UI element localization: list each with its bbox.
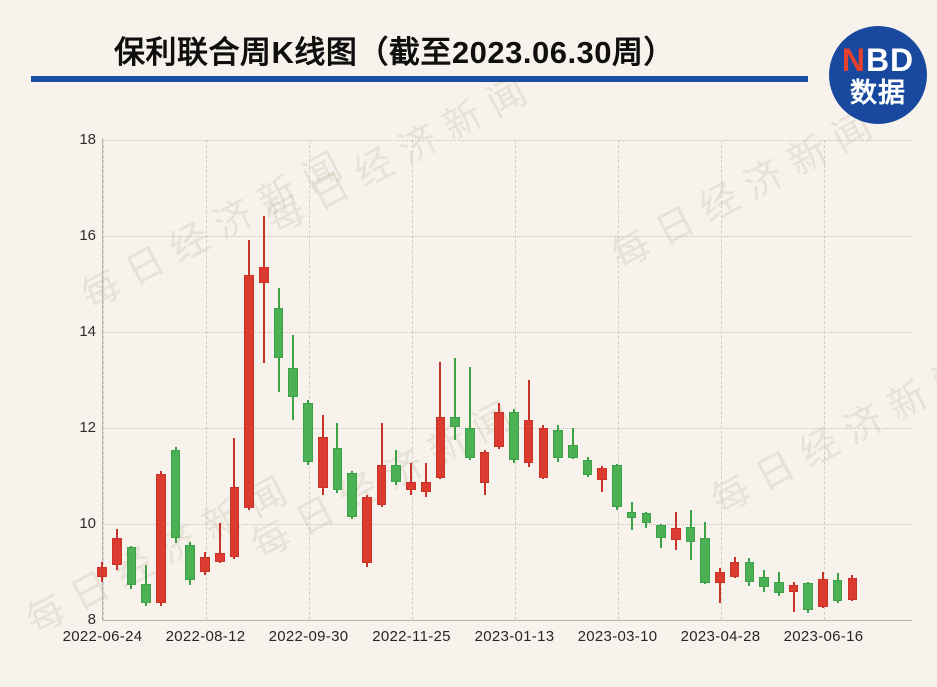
gridline-vertical — [720, 140, 722, 620]
candle-body — [641, 512, 652, 524]
candle-wick — [468, 367, 471, 461]
candle-body — [332, 448, 343, 490]
candle-body — [479, 452, 490, 484]
gridline-vertical — [617, 140, 619, 620]
gridline-horizontal — [102, 332, 912, 333]
candle-body — [362, 497, 372, 563]
candle-body — [185, 545, 196, 581]
x-axis-tick-label: 2023-03-10 — [577, 628, 658, 645]
candle-wick — [424, 463, 427, 498]
candle-body — [612, 464, 622, 508]
candle-body — [126, 547, 137, 585]
candle-body — [626, 512, 637, 518]
candle-body — [420, 481, 431, 492]
candle-body — [156, 473, 166, 604]
candle-body — [200, 557, 210, 572]
candle-wick — [792, 582, 795, 612]
candle-body — [744, 562, 755, 582]
x-axis-tick-label: 2022-09-30 — [268, 628, 349, 645]
candle-body — [656, 524, 666, 538]
x-axis-tick-label: 2022-06-24 — [62, 628, 143, 645]
x-axis-tick-label: 2022-08-12 — [165, 628, 246, 645]
candle-body — [582, 460, 593, 476]
candle-body — [376, 464, 387, 505]
candle-body — [509, 412, 519, 461]
x-axis-line — [102, 620, 912, 621]
candle-wick — [718, 568, 721, 604]
candle-body — [774, 582, 784, 594]
chart-title: 保利联合周K线图（截至2023.06.30周） — [114, 35, 676, 70]
nbd-logo-caption: 数据 — [850, 77, 906, 108]
gridline-vertical — [308, 140, 310, 620]
candle-body — [729, 561, 740, 577]
candle-body — [818, 579, 828, 608]
nbd-logo-text: NBD — [841, 41, 915, 78]
x-axis-tick-label: 2023-06-16 — [783, 628, 864, 645]
title-underline-bar — [31, 76, 808, 82]
candle-body — [553, 429, 563, 458]
y-axis-tick-label: 16 — [79, 227, 96, 244]
y-axis-line — [102, 138, 103, 620]
candle-wick — [571, 428, 574, 460]
candle-body — [671, 527, 681, 540]
candle-body — [700, 538, 711, 584]
candle-body — [538, 428, 549, 478]
x-axis-tick-label: 2023-04-28 — [680, 628, 761, 645]
candle-body — [97, 567, 107, 577]
candle-body — [759, 576, 769, 587]
candle-body — [214, 552, 225, 562]
candle-body — [170, 449, 181, 539]
gridline-vertical — [205, 140, 207, 620]
candle-body — [803, 583, 814, 610]
candle-body — [288, 368, 299, 397]
gridline-horizontal — [102, 428, 912, 429]
gridline-vertical — [411, 140, 413, 620]
candle-body — [391, 464, 402, 482]
gridline-horizontal — [102, 524, 912, 525]
candle-body — [568, 444, 578, 458]
candle-body — [141, 583, 151, 604]
gridline-vertical — [102, 140, 104, 620]
y-axis-tick-label: 18 — [79, 131, 96, 148]
candle-body — [832, 580, 843, 601]
candle-body — [303, 403, 313, 463]
candle-body — [465, 428, 475, 458]
gridline-horizontal — [102, 236, 912, 237]
candle-body — [244, 274, 254, 509]
nbd-data-logo: NBD 数据 — [829, 26, 927, 124]
y-axis-tick-label: 10 — [79, 515, 96, 532]
candle-body — [229, 487, 240, 558]
candle-wick — [262, 215, 265, 364]
candle-body — [494, 412, 505, 448]
candle-body — [523, 419, 534, 464]
candle-body — [715, 572, 725, 584]
candle-body — [847, 577, 858, 600]
y-axis-tick-label: 8 — [87, 611, 96, 628]
candle-body — [111, 538, 122, 565]
candle-body — [597, 467, 608, 480]
gridline-horizontal — [102, 140, 912, 141]
y-axis-tick-label: 12 — [79, 419, 96, 436]
candle-body — [406, 481, 416, 490]
candle-body — [259, 267, 269, 284]
candle-body — [450, 416, 460, 428]
candle-wick — [218, 523, 221, 564]
candle-body — [273, 308, 284, 358]
x-axis-tick-label: 2023-01-13 — [474, 628, 555, 645]
gridline-vertical — [514, 140, 516, 620]
candle-wick — [454, 357, 457, 440]
candle-body — [317, 437, 328, 488]
candle-body — [788, 584, 799, 593]
x-axis-tick-label: 2022-11-25 — [372, 628, 451, 645]
candle-body — [347, 473, 357, 517]
y-axis-tick-label: 14 — [79, 323, 96, 340]
candle-body — [685, 526, 696, 542]
candle-wick — [409, 463, 412, 496]
gridline-vertical — [823, 140, 825, 620]
candle-body — [435, 416, 446, 478]
